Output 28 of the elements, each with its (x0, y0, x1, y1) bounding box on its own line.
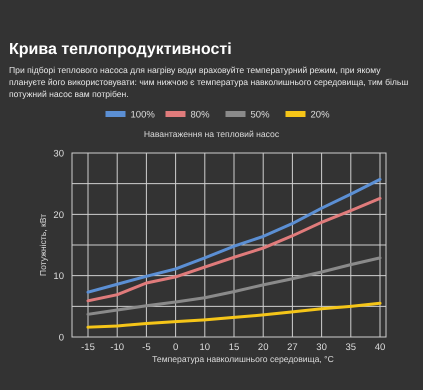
y-tick-label: 30 (53, 148, 64, 160)
legend-label: 50% (250, 110, 270, 120)
y-tick-label: 10 (53, 271, 64, 282)
x-tick-label: 15 (228, 342, 240, 353)
x-tick-label: 40 (374, 342, 386, 353)
line-series (86, 196, 382, 302)
x-tick-label: -15 (81, 342, 95, 353)
x-tick-label: 20 (258, 342, 268, 353)
x-tick-label: -5 (142, 342, 151, 353)
y-tick-label: 0 (58, 332, 64, 344)
x-tick-label: 0 (172, 342, 178, 353)
y-axis-title: Потужність, кВт (38, 214, 48, 276)
y-tick-label: 20 (53, 210, 64, 221)
x-tick-label: 30 (316, 342, 327, 353)
legend-label: 100% (130, 110, 156, 120)
legend-title: Навантаження на тепловий насос (144, 129, 280, 139)
x-tick-label: 10 (200, 342, 210, 353)
line-series (86, 256, 382, 316)
line-series (86, 178, 382, 294)
line-series (86, 302, 382, 329)
x-tick-label: 35 (346, 342, 356, 353)
chart-title: Крива теплопродуктивності (9, 41, 232, 58)
legend-label: 80% (190, 110, 210, 120)
x-axis-title: Температура навколишнього середовища, °C (152, 354, 334, 364)
x-tick-label: 27 (287, 342, 298, 353)
legend-label: 20% (310, 110, 330, 120)
chart-subtitle: При підборі теплового насоса для нагріву води враховуйте температурний режим, при якому плануєте його використовувати: чим нижчою є температура навколишнього середовища, тим більш потужний насос вам потрібен. (9, 65, 408, 99)
x-tick-label: -10 (110, 342, 124, 353)
